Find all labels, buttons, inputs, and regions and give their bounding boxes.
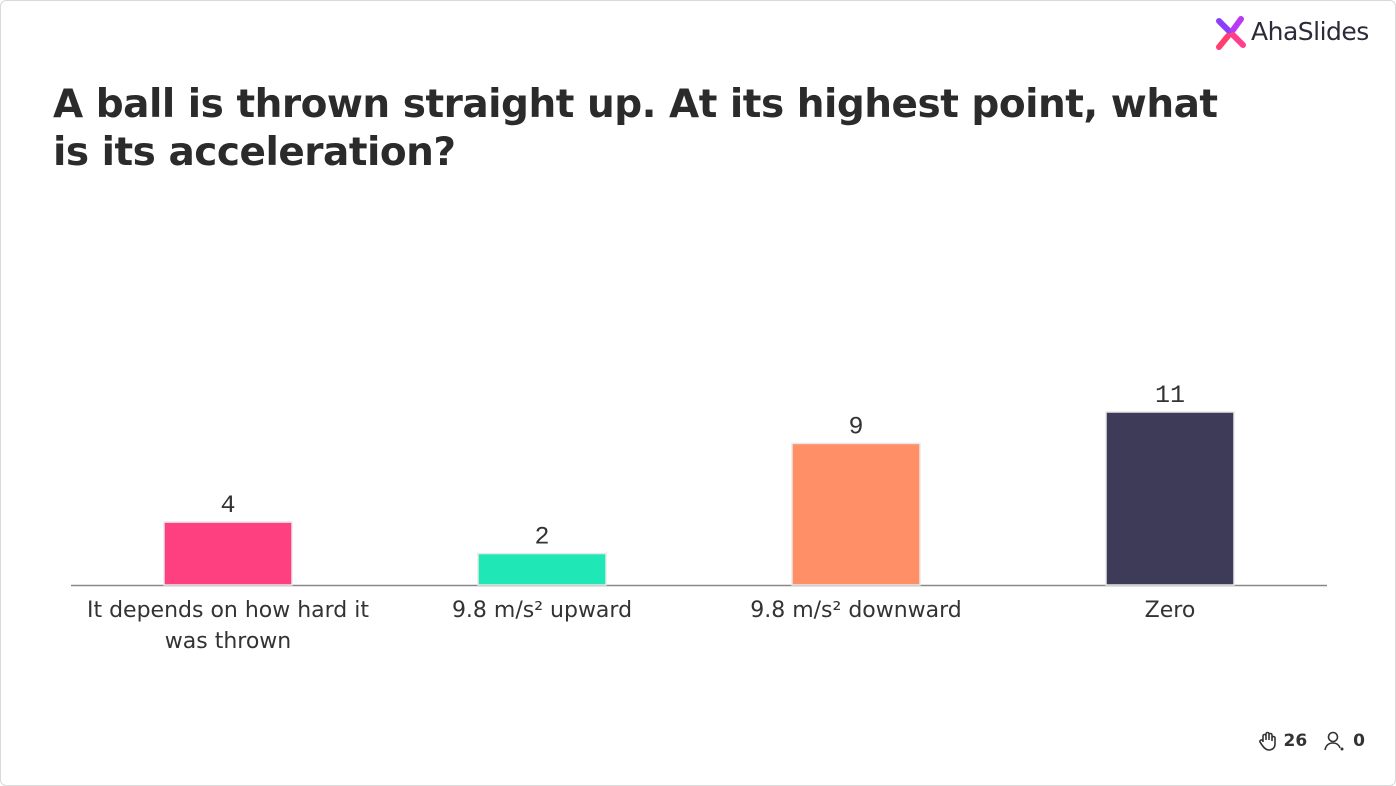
chart-title: A ball is thrown straight up. At its hig… — [53, 82, 1218, 175]
bar — [1105, 411, 1235, 586]
bar — [163, 521, 293, 586]
brand-name: AhaSlides — [1251, 17, 1369, 46]
bar — [477, 552, 607, 586]
value-label: 11 — [1155, 381, 1185, 410]
value-label: 9 — [848, 412, 863, 441]
bar — [791, 442, 921, 586]
category-label: 9.8 m/s² upward — [451, 598, 633, 623]
value-label: 2 — [534, 523, 549, 552]
category-label: 9.8 m/s² downward — [750, 598, 962, 623]
reactions-count: 26 — [1283, 731, 1308, 751]
value-label: 4 — [220, 491, 235, 520]
reactions-icon — [1259, 731, 1277, 751]
footer: 26 0 — [1259, 731, 1365, 751]
category-label: Zero — [1144, 598, 1196, 623]
participants-count: 0 — [1353, 731, 1365, 751]
category-label: It depends on how hard it was thrown — [86, 598, 370, 654]
participants-icon — [1324, 731, 1344, 751]
brand-logo — [1216, 16, 1246, 50]
